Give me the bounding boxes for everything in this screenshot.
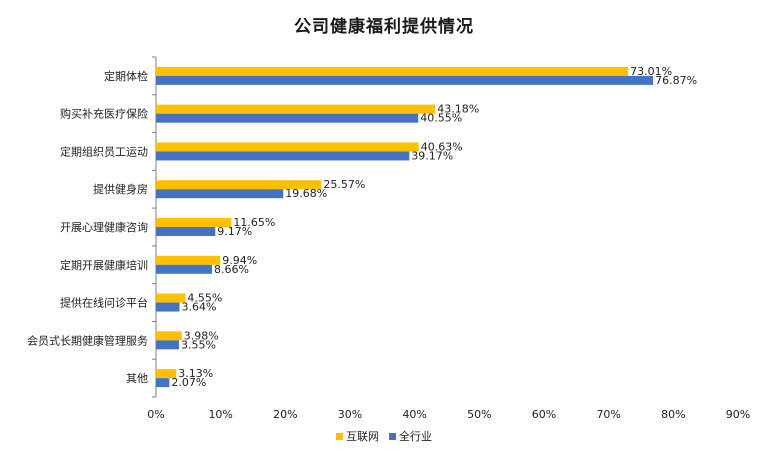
bar-internet <box>156 218 232 227</box>
data-label-internet: 3.98% <box>184 329 219 342</box>
legend-label-all-industry: 全行业 <box>399 430 432 443</box>
x-tick-label: 30% <box>338 408 362 421</box>
bar-all-industry <box>156 264 213 274</box>
bar-internet <box>156 255 221 265</box>
legend-swatch-all-industry <box>389 432 396 440</box>
data-label-all-industry: 9.17% <box>217 225 252 238</box>
bar-all-industry <box>156 302 180 312</box>
x-tick-label: 0% <box>147 408 164 421</box>
category-label: 购买补充医疗保险 <box>60 107 148 121</box>
bar-internet <box>156 331 182 341</box>
data-label-internet: 3.13% <box>178 367 213 380</box>
category-label: 提供健身房 <box>93 182 148 196</box>
bar-all-industry <box>156 189 284 199</box>
legend-item-all-industry: 全行业 <box>389 428 432 444</box>
bar-all-industry <box>156 113 419 123</box>
data-label-internet: 9.94% <box>222 254 257 267</box>
category-label: 定期开展健康培训 <box>60 258 148 272</box>
x-tick-label: 60% <box>532 408 556 421</box>
category-label: 定期体检 <box>104 69 148 83</box>
data-label-internet: 25.57% <box>323 178 365 191</box>
data-label-all-industry: 40.55% <box>420 112 462 125</box>
category-label: 开展心理健康咨询 <box>60 220 148 234</box>
data-label-all-industry: 3.64% <box>182 301 217 314</box>
x-tick-label: 70% <box>596 408 620 421</box>
data-label-internet: 73.01% <box>630 65 672 78</box>
x-tick-label: 10% <box>208 408 232 421</box>
bar-internet <box>156 66 629 76</box>
x-tick-label: 40% <box>402 408 426 421</box>
category-label: 会员式长期健康管理服务 <box>27 333 148 347</box>
bar-internet <box>156 369 177 379</box>
data-label-internet: 40.63% <box>421 140 463 153</box>
bar-internet <box>156 180 322 190</box>
bar-all-industry <box>156 340 179 350</box>
category-label: 定期组织员工运动 <box>60 144 148 158</box>
legend-item-internet: 互联网 <box>336 428 379 444</box>
category-label: 其他 <box>126 372 148 385</box>
bar-internet <box>156 142 419 152</box>
data-label-internet: 43.18% <box>437 103 479 116</box>
bar-internet <box>156 293 186 303</box>
legend-swatch-internet <box>336 432 343 440</box>
data-label-all-industry: 2.07% <box>171 376 206 389</box>
bar-all-industry <box>156 75 654 85</box>
chart-legend: 互联网 全行业 <box>0 428 768 444</box>
bar-all-industry <box>156 227 216 236</box>
bar-all-industry <box>156 151 410 161</box>
data-label-internet: 4.55% <box>187 292 222 305</box>
data-label-all-industry: 39.17% <box>411 149 453 162</box>
category-label: 提供在线问诊平台 <box>60 296 148 310</box>
bar-all-industry <box>156 378 170 388</box>
x-tick-label: 50% <box>467 408 491 421</box>
x-tick-label: 20% <box>273 408 297 421</box>
legend-label-internet: 互联网 <box>346 430 379 443</box>
data-label-all-industry: 8.66% <box>214 263 249 276</box>
x-tick-label: 80% <box>661 408 685 421</box>
data-label-all-industry: 76.87% <box>655 74 697 87</box>
chart-title: 公司健康福利提供情况 <box>294 17 474 37</box>
data-label-all-industry: 3.55% <box>181 338 216 351</box>
bar-internet <box>156 104 436 114</box>
data-label-internet: 11.65% <box>233 216 275 229</box>
x-tick-label: 90% <box>726 408 750 421</box>
data-label-all-industry: 19.68% <box>285 187 327 200</box>
